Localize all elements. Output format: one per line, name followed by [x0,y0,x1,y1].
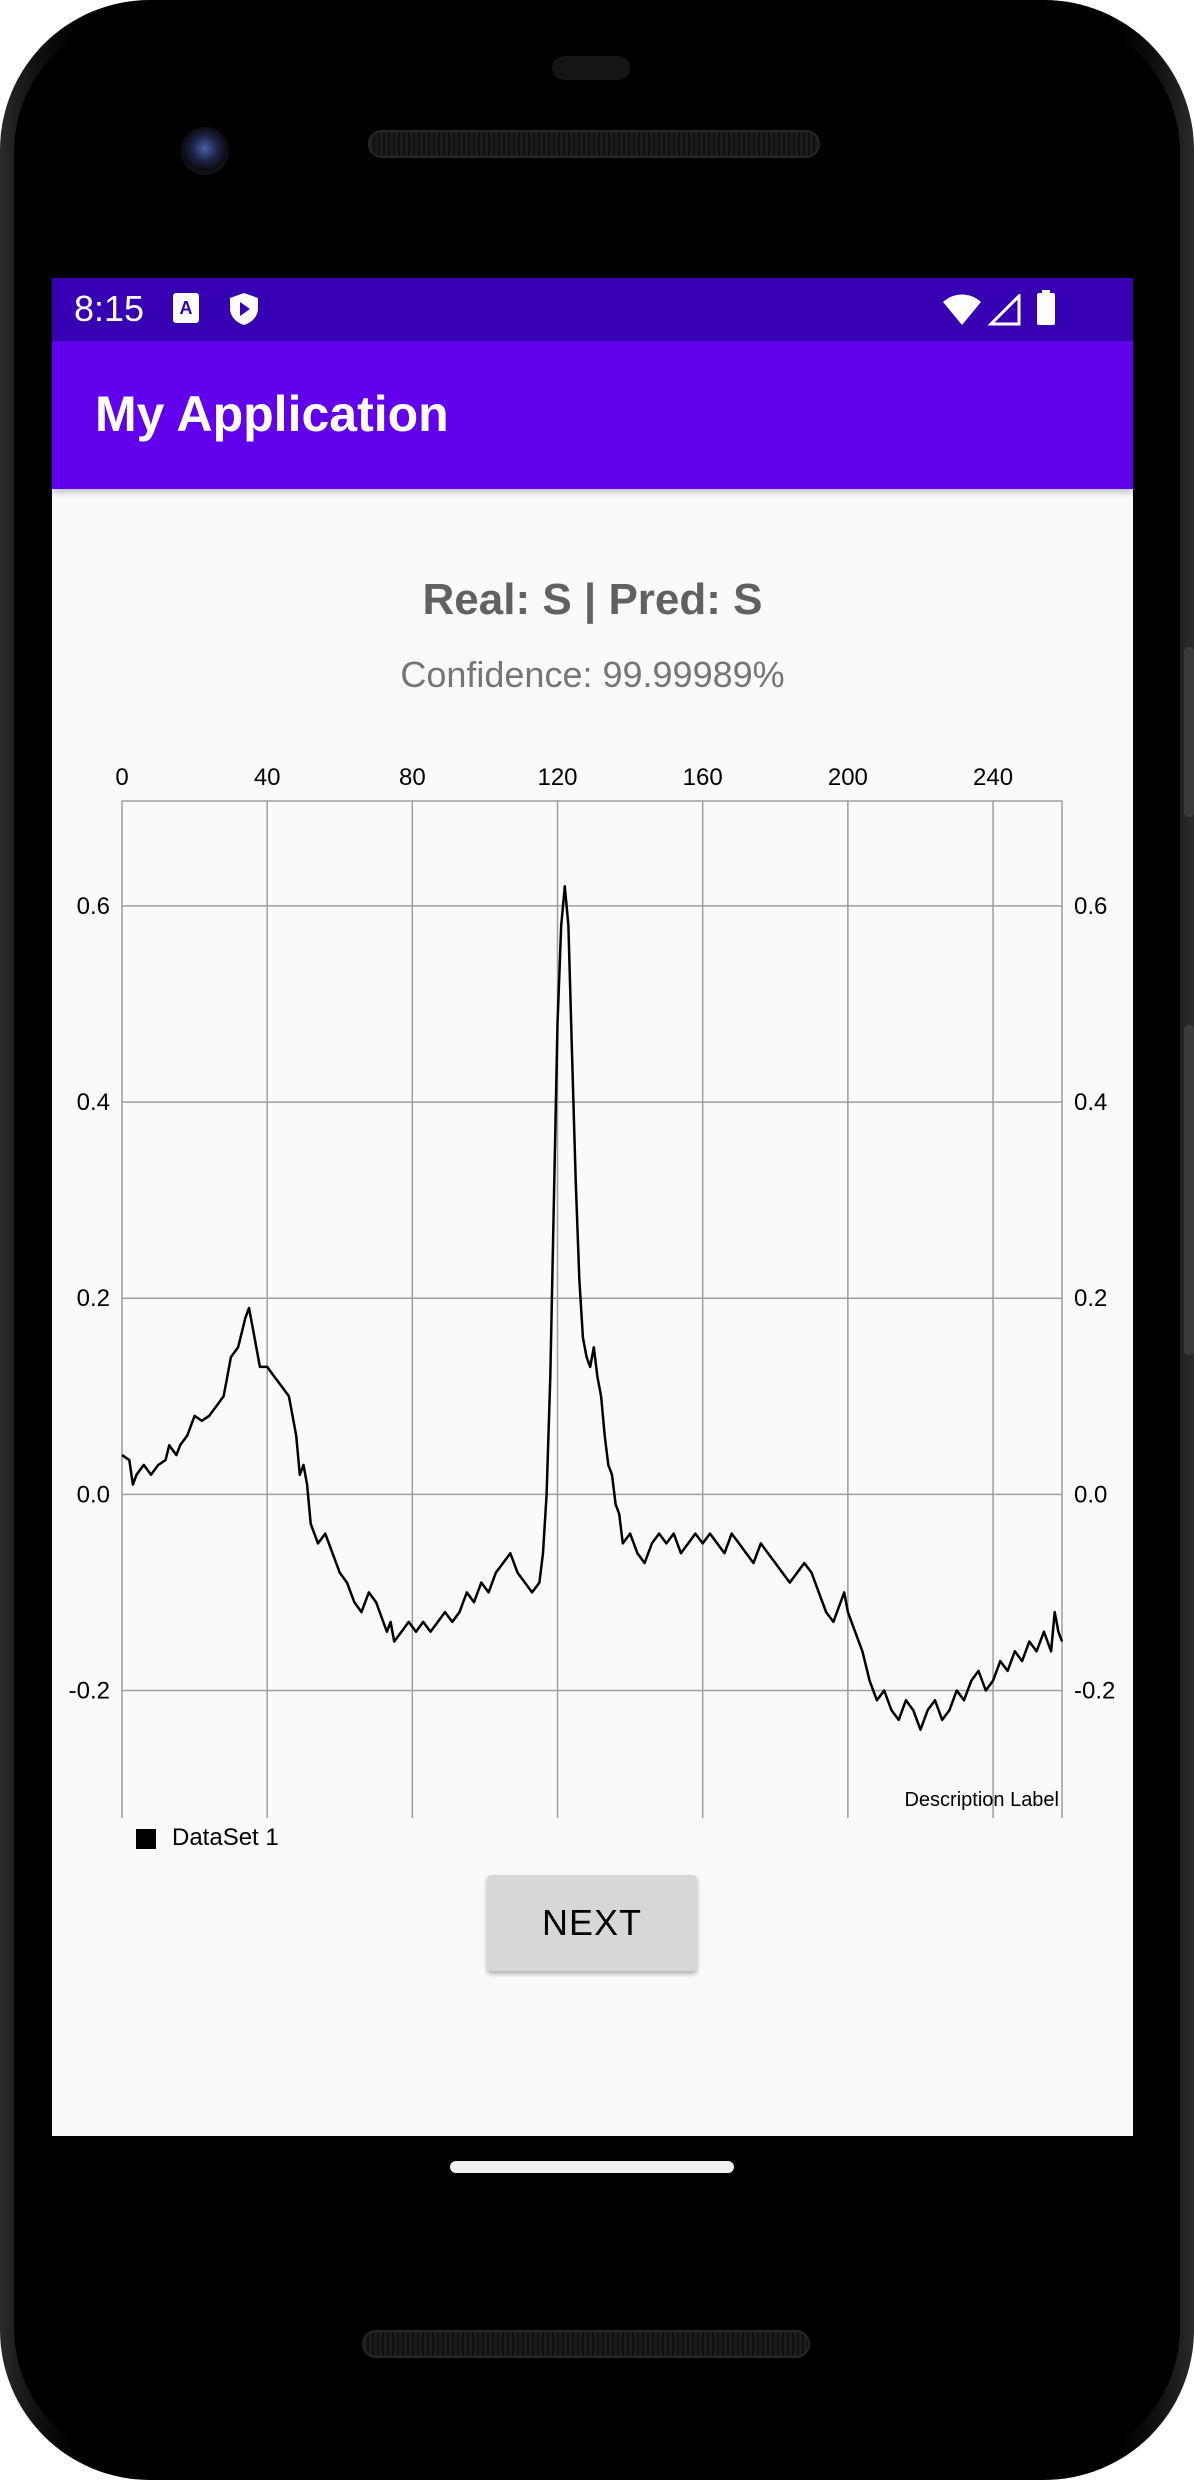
x-tick-label: 120 [537,764,577,791]
prediction-title: Real: S | Pred: S [422,575,763,624]
app-bar: My Application [52,341,1133,489]
y-tick-label-right: -0.2 [1074,1678,1115,1705]
x-tick-label: 240 [973,764,1013,791]
bottom-speaker [362,2330,810,2358]
y-tick-label-right: 0.4 [1074,1089,1107,1116]
y-tick-label-right: 0.6 [1074,893,1107,920]
battery-icon [1036,290,1056,331]
y-tick-label-left: 0.0 [77,1481,110,1508]
shield-play-icon [228,292,260,331]
confidence-text: Confidence: 99.99989% [400,654,785,695]
x-tick-label: 80 [399,764,426,791]
y-tick-label-left: -0.2 [69,1678,110,1705]
earpiece-speaker [368,130,820,158]
front-camera [181,127,229,175]
accessibility-a-icon: A [172,292,200,329]
x-tick-label: 200 [828,764,868,791]
x-tick-label: 160 [683,764,723,791]
y-tick-label-left: 0.2 [77,1285,110,1312]
series-line-dataset-1 [121,885,1064,1731]
legend-label: DataSet 1 [172,1824,279,1851]
app-screen: 8:15 A [52,278,1133,2136]
volume-button [1184,1025,1194,1355]
y-tick-label-left: 0.4 [77,1089,110,1116]
power-button [1184,647,1194,817]
next-button[interactable]: NEXT [487,1875,697,1971]
wifi-icon [942,294,982,331]
chart-description-label: Description Label [904,1789,1059,1811]
signal-line-chart: 0 40 80 120 160 200 240 0.6 0.6 0.4 0.4 0.2 0.2 0.0 0.… [69,764,1115,1818]
status-bar: 8:15 A [52,278,1133,341]
y-tick-label-right: 0.0 [1074,1481,1107,1508]
y-tick-label-right: 0.2 [1074,1285,1107,1312]
app-title: My Application [95,386,449,442]
svg-text:A: A [180,298,193,318]
proximity-sensor [552,56,630,80]
x-tick-label: 40 [254,764,281,791]
y-tick-label-left: 0.6 [77,893,110,920]
legend-swatch [136,1829,156,1849]
x-tick-label: 0 [115,764,128,791]
home-indicator[interactable] [450,2161,734,2173]
cell-signal-icon [987,292,1022,331]
status-time: 8:15 [74,288,145,329]
